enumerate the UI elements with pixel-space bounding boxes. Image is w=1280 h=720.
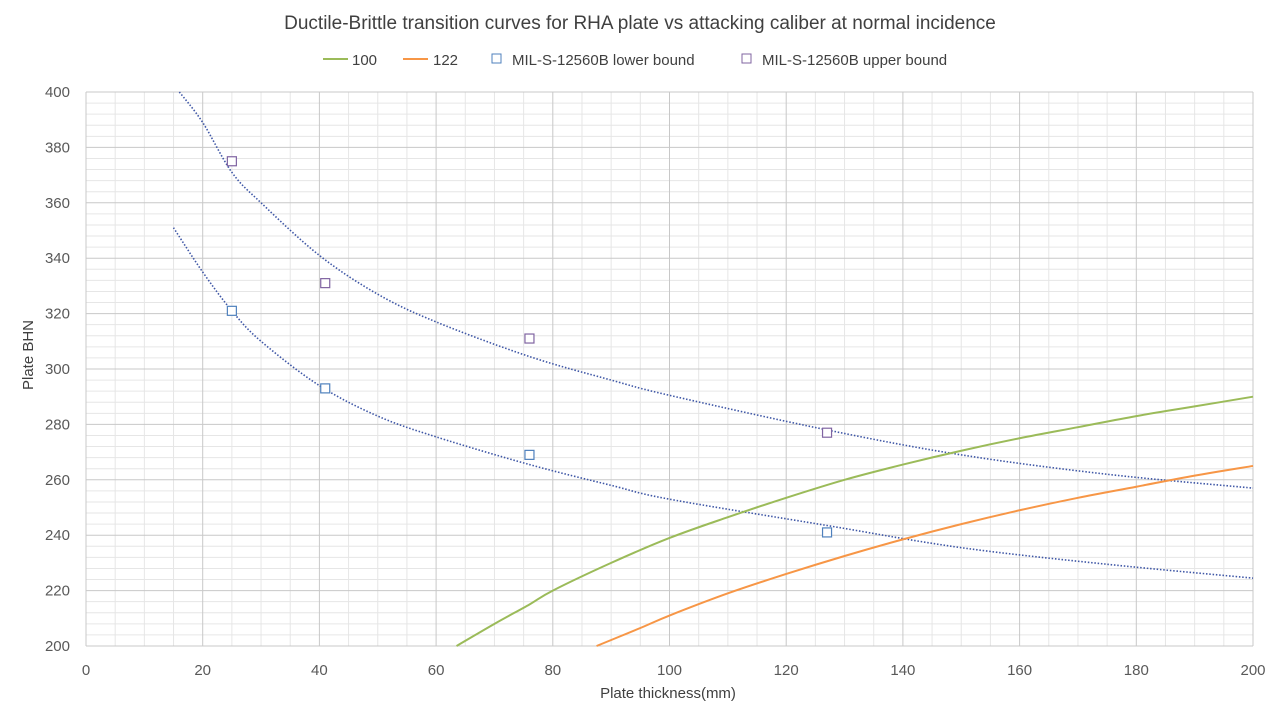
y-tick-label: 260 [45,472,70,489]
x-tick-label: 0 [82,662,90,679]
y-tick-label: 380 [45,139,70,156]
x-tick-label: 200 [1240,662,1265,679]
y-tick-label: 300 [45,361,70,378]
x-tick-label: 40 [311,662,328,679]
legend: 100 122 MIL-S-12560B lower bound MIL-S-1… [323,52,947,69]
legend-label-122: 122 [433,52,458,69]
plot-area [172,91,1254,647]
major-gridlines [85,91,1254,647]
marker-lower-bound [320,383,331,394]
x-tick-label: 160 [1007,662,1032,679]
trendline-upper-bound [178,91,1254,489]
x-tick-label: 80 [544,662,561,679]
x-axis-title: Plate thickness(mm) [600,685,736,702]
y-tick-label: 320 [45,306,70,323]
x-tick-label: 20 [194,662,211,679]
x-axis-tick-labels: 0 20 40 60 80 100 120 140 160 180 200 [82,662,1266,679]
marker-upper-bound [821,427,833,438]
series-line-100 [456,395,1254,647]
marker-upper-bound [226,156,237,167]
y-tick-label: 400 [45,84,70,101]
y-tick-label: 340 [45,250,70,267]
legend-swatch-upper-bound [741,53,752,64]
marker-lower-bound [524,449,535,460]
x-tick-label: 140 [890,662,915,679]
y-tick-label: 360 [45,195,70,212]
marker-lower-bound [821,527,833,538]
legend-swatch-lower-bound [491,53,502,64]
y-tick-label: 200 [45,638,70,655]
x-tick-label: 100 [657,662,682,679]
legend-label-upper-bound: MIL-S-12560B upper bound [762,52,947,69]
chart-title: Ductile-Brittle transition curves for RH… [284,13,996,34]
y-axis-title: Plate BHN [20,320,37,390]
marker-upper-bound [320,278,331,289]
legend-label-lower-bound: MIL-S-12560B lower bound [512,52,695,69]
series-line-122 [596,464,1254,647]
y-tick-label: 240 [45,527,70,544]
y-axis-tick-labels: 200 220 240 260 280 300 320 340 360 380 400 [45,84,70,655]
y-tick-label: 280 [45,416,70,433]
legend-label-100: 100 [352,52,377,69]
y-tick-label: 220 [45,583,70,600]
x-tick-label: 60 [428,662,445,679]
marker-upper-bound [524,333,535,344]
trendline-lower-bound [172,227,1254,579]
x-tick-label: 120 [774,662,799,679]
x-tick-label: 180 [1124,662,1149,679]
marker-lower-bound [226,305,237,316]
